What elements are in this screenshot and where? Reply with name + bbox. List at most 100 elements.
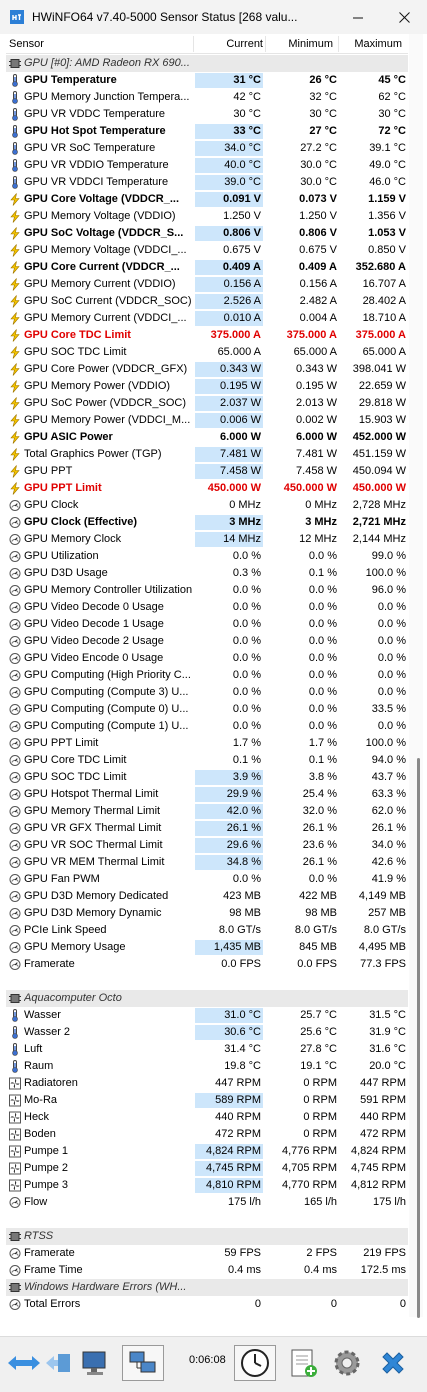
sensor-row[interactable]: GPU Core Power (VDDCR_GFX) 0.343 W 0.343 W… [6, 361, 408, 378]
sensor-row[interactable]: Luft 31.4 °C 27.8 °C 31.6 °C [6, 1041, 408, 1058]
column-divider[interactable] [193, 36, 194, 52]
minimum-value: 0.0 % [308, 686, 337, 698]
sensor-row[interactable]: GPU D3D Usage 0.3 % 0.1 % 100.0 % [6, 565, 408, 582]
sensor-row[interactable]: GPU Computing (Compute 0) U... 0.0 % 0.0 %… [6, 701, 408, 718]
scrollbar-thumb[interactable] [417, 758, 420, 1318]
column-divider[interactable] [338, 36, 339, 52]
sensor-row[interactable]: GPU VR SoC Temperature 34.0 °C 27.2 °C 39.1… [6, 140, 408, 157]
sensor-row[interactable]: GPU Hotspot Thermal Limit 29.9 % 25.4 % 63.… [6, 786, 408, 803]
sensor-row[interactable]: GPU Core TDC Limit 375.000 A 375.000 A 375.… [6, 327, 408, 344]
column-current[interactable]: Current [226, 38, 263, 50]
sensor-row[interactable]: GPU D3D Memory Dedicated 423 MB 422 MB 4,14… [6, 888, 408, 905]
sensor-row[interactable]: GPU SoC Current (VDDCR_SOC) 2.526 A 2.482 … [6, 293, 408, 310]
sensor-row[interactable]: GPU Fan PWM 0.0 % 0.0 % 41.9 % [6, 871, 408, 888]
monitor-icon[interactable] [76, 1345, 114, 1381]
sensor-row[interactable]: GPU Computing (High Priority C... 0.0 % 0.… [6, 667, 408, 684]
sensor-group-header[interactable]: RTSS [6, 1228, 408, 1245]
sensor-row[interactable]: Raum 19.8 °C 19.1 °C 20.0 °C [6, 1058, 408, 1075]
vertical-scrollbar[interactable] [409, 34, 423, 1318]
gauge-icon [9, 1247, 21, 1260]
sensor-name: GPU Temperature [24, 74, 117, 86]
sensor-group-header[interactable]: GPU [#0]: AMD Radeon RX 690... [6, 55, 408, 72]
sensor-row[interactable]: GPU Clock 0 MHz 0 MHz 2,728 MHz [6, 497, 408, 514]
sensor-row[interactable]: Flow 175 l/h 165 l/h 175 l/h [6, 1194, 408, 1211]
sensor-row[interactable]: GPU SOC TDC Limit 3.9 % 3.8 % 43.7 % [6, 769, 408, 786]
sensor-row[interactable]: Mo-Ra 589 RPM 0 RPM 591 RPM [6, 1092, 408, 1109]
report-icon[interactable] [282, 1345, 324, 1381]
sensor-row[interactable]: Framerate 59 FPS 2 FPS 219 FPS [6, 1245, 408, 1262]
sensor-row[interactable]: GPU Memory Clock 14 MHz 12 MHz 2,144 MHz [6, 531, 408, 548]
sensor-row[interactable]: Radiatoren 447 RPM 0 RPM 447 RPM [6, 1075, 408, 1092]
sensor-row[interactable]: GPU VR SOC Thermal Limit 29.6 % 23.6 % 34.0… [6, 837, 408, 854]
sensor-row[interactable]: GPU VR VDDCI Temperature 39.0 °C 30.0 °C 46… [6, 174, 408, 191]
sensor-row[interactable]: GPU Memory Power (VDDIO) 0.195 W 0.195 W 22… [6, 378, 408, 395]
current-value: 0.0 % [232, 669, 261, 681]
sensor-table[interactable]: Sensor Current Minimum Maximum GPU [#0]:… [6, 34, 408, 1317]
sensor-row[interactable]: GPU PPT 7.458 W 7.458 W 450.094 W [6, 463, 408, 480]
sensor-row[interactable]: GPU Memory Current (VDDIO) 0.156 A 0.156 A… [6, 276, 408, 293]
sensor-row[interactable]: GPU Memory Power (VDDCI_M... 0.006 W 0.002… [6, 412, 408, 429]
sensor-row[interactable]: GPU Temperature 31 °C 26 °C 45 °C [6, 72, 408, 89]
column-header[interactable]: Sensor Current Minimum Maximum [6, 34, 408, 54]
sensor-row[interactable]: GPU Core TDC Limit 0.1 % 0.1 % 94.0 % [6, 752, 408, 769]
settings-icon[interactable] [326, 1345, 368, 1381]
sensor-row[interactable]: GPU Video Encode 0 Usage 0.0 % 0.0 % 0.0 % [6, 650, 408, 667]
sensor-row[interactable]: GPU Utilization 0.0 % 0.0 % 99.0 % [6, 548, 408, 565]
sensor-row[interactable]: GPU Core Voltage (VDDCR_... 0.091 V 0.073 … [6, 191, 408, 208]
sensor-row[interactable]: GPU Video Decode 1 Usage 0.0 % 0.0 % 0.0 % [6, 616, 408, 633]
sensor-row[interactable]: GPU Computing (Compute 1) U... 0.0 % 0.0 %… [6, 718, 408, 735]
sensor-row[interactable]: Pumpe 1 4,824 RPM 4,776 RPM 4,824 RPM [6, 1143, 408, 1160]
sensor-row[interactable]: GPU VR VDDIO Temperature 40.0 °C 30.0 °C 49… [6, 157, 408, 174]
sensor-row[interactable]: GPU Memory Voltage (VDDIO) 1.250 V 1.250 V… [6, 208, 408, 225]
sensor-row[interactable]: Frame Time 0.4 ms 0.4 ms 172.5 ms [6, 1262, 408, 1279]
thermometer-icon [9, 1009, 21, 1022]
sensor-row[interactable]: Heck 440 RPM 0 RPM 440 RPM [6, 1109, 408, 1126]
gauge-icon [9, 601, 21, 614]
sensor-row[interactable]: GPU Video Decode 2 Usage 0.0 % 0.0 % 0.0 % [6, 633, 408, 650]
sensor-row[interactable]: Framerate 0.0 FPS 0.0 FPS 77.3 FPS [6, 956, 408, 973]
sensor-row[interactable]: GPU Memory Controller Utilization 0.0 % 0.… [6, 582, 408, 599]
nav-arrows-icon[interactable] [4, 1345, 74, 1381]
sensor-row[interactable]: Total Graphics Power (TGP) 7.481 W 7.481 W… [6, 446, 408, 463]
sensor-row[interactable]: GPU Hot Spot Temperature 33 °C 27 °C 72 °C [6, 123, 408, 140]
sensor-row[interactable]: GPU Memory Voltage (VDDCI_... 0.675 V 0.67… [6, 242, 408, 259]
sensor-row[interactable]: Total Errors 0 0 0 [6, 1296, 408, 1313]
sensor-row[interactable]: GPU PPT Limit 450.000 W 450.000 W 450.000 W [6, 480, 408, 497]
column-minimum[interactable]: Minimum [288, 38, 333, 50]
sensor-row[interactable]: Pumpe 2 4,745 RPM 4,705 RPM 4,745 RPM [6, 1160, 408, 1177]
column-maximum[interactable]: Maximum [354, 38, 402, 50]
sensor-row[interactable]: GPU SoC Power (VDDCR_SOC) 2.037 W 2.013 W 2… [6, 395, 408, 412]
column-sensor[interactable]: Sensor [9, 38, 44, 50]
maximum-value: 65.000 A [362, 346, 406, 358]
sensor-row[interactable]: GPU Memory Current (VDDCI_... 0.010 A 0.00… [6, 310, 408, 327]
sensor-row[interactable]: GPU D3D Memory Dynamic 98 MB 98 MB 257 MB [6, 905, 408, 922]
sensor-row[interactable]: GPU Memory Usage 1,435 MB 845 MB 4,495 MB [6, 939, 408, 956]
sensor-row[interactable]: GPU VR VDDC Temperature 30 °C 30 °C 30 °C [6, 106, 408, 123]
sensor-row[interactable]: Boden 472 RPM 0 RPM 472 RPM [6, 1126, 408, 1143]
sensor-row[interactable]: GPU Core Current (VDDCR_... 0.409 A 0.409 … [6, 259, 408, 276]
sensor-row[interactable]: GPU VR GFX Thermal Limit 26.1 % 26.1 % 26.1… [6, 820, 408, 837]
column-divider[interactable] [265, 36, 266, 52]
clock-icon[interactable] [234, 1345, 276, 1381]
sensor-row[interactable]: GPU Memory Junction Tempera... 42 °C 32 °C… [6, 89, 408, 106]
sensor-group-header[interactable]: Aquacomputer Octo [6, 990, 408, 1007]
sensor-row[interactable]: Pumpe 3 4,810 RPM 4,770 RPM 4,812 RPM [6, 1177, 408, 1194]
minimize-button[interactable] [335, 0, 381, 34]
sensor-name: Wasser [24, 1009, 61, 1021]
sensor-row[interactable]: PCIe Link Speed 8.0 GT/s 8.0 GT/s 8.0 GT/s [6, 922, 408, 939]
close-window-button[interactable] [381, 0, 427, 34]
sensor-row[interactable]: Wasser 31.0 °C 25.7 °C 31.5 °C [6, 1007, 408, 1024]
sensor-row[interactable]: GPU PPT Limit 1.7 % 1.7 % 100.0 % [6, 735, 408, 752]
sensor-row[interactable]: GPU ASIC Power 6.000 W 6.000 W 452.000 W [6, 429, 408, 446]
sensor-group-header[interactable]: Windows Hardware Errors (WH... [6, 1279, 408, 1296]
sensor-row[interactable]: GPU Computing (Compute 3) U... 0.0 % 0.0 %… [6, 684, 408, 701]
sensor-row[interactable]: Wasser 2 30.6 °C 25.6 °C 31.9 °C [6, 1024, 408, 1041]
sensor-row[interactable]: GPU Video Decode 0 Usage 0.0 % 0.0 % 0.0 % [6, 599, 408, 616]
sensor-row[interactable]: GPU SOC TDC Limit 65.000 A 65.000 A 65.000 … [6, 344, 408, 361]
sensor-row[interactable]: GPU VR MEM Thermal Limit 34.8 % 26.1 % 42.6… [6, 854, 408, 871]
sensor-row[interactable]: GPU SoC Voltage (VDDCR_S... 0.806 V 0.806 … [6, 225, 408, 242]
close-icon[interactable] [372, 1345, 414, 1381]
sensor-row[interactable]: GPU Clock (Effective) 3 MHz 3 MHz 2,721 MHz [6, 514, 408, 531]
network-icon[interactable] [122, 1345, 164, 1381]
sensor-row[interactable]: GPU Memory Thermal Limit 42.0 % 32.0 % 62.0… [6, 803, 408, 820]
